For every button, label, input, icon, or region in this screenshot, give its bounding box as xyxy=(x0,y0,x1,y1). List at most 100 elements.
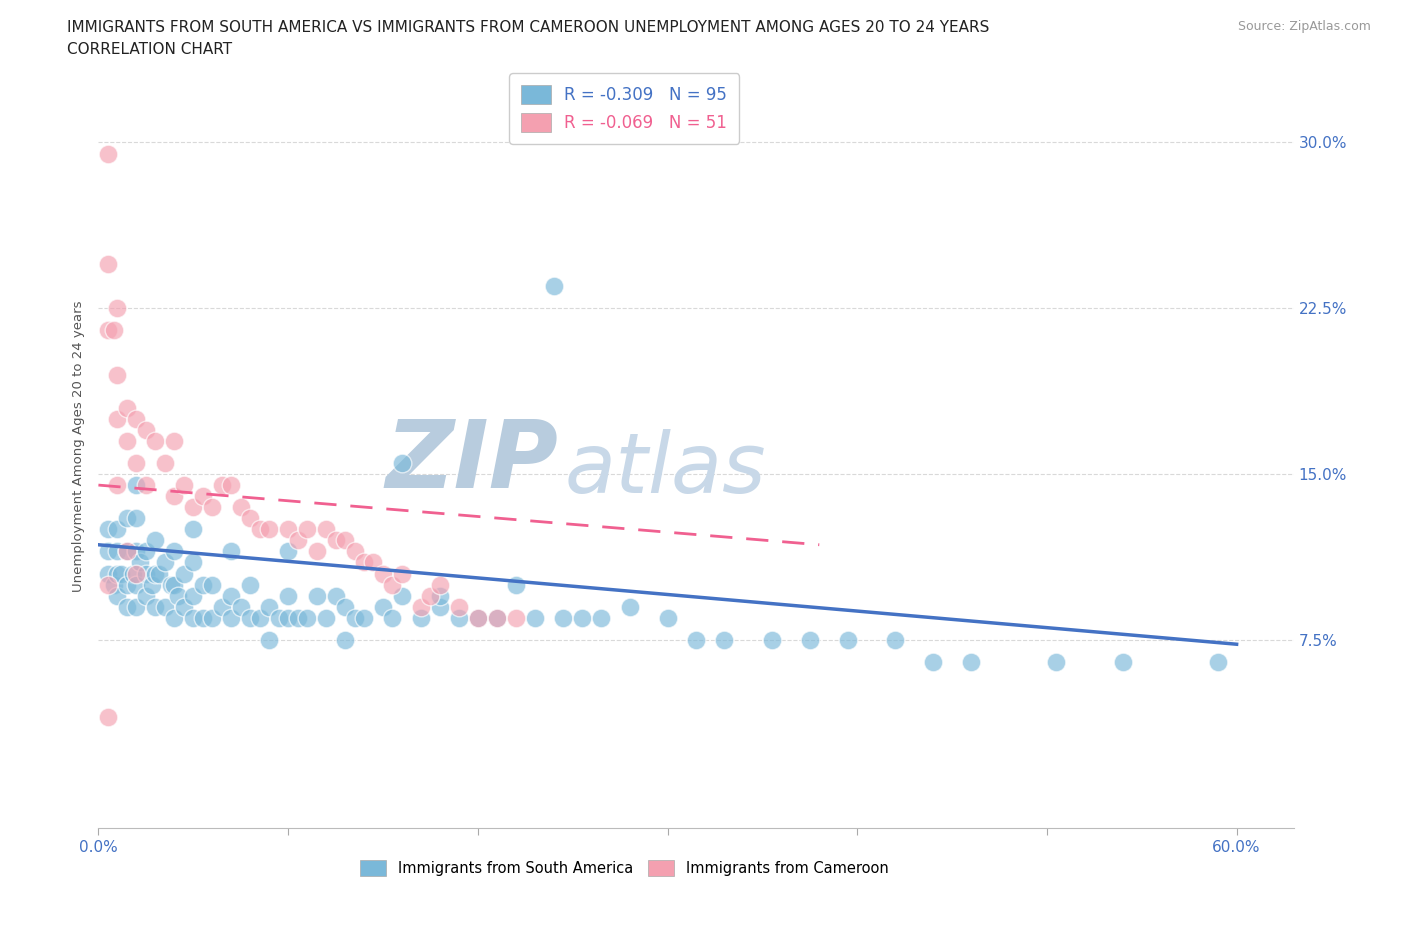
Point xyxy=(163,433,186,448)
Point xyxy=(295,522,318,537)
Point xyxy=(115,433,138,448)
Point xyxy=(173,478,195,493)
Point xyxy=(143,566,166,581)
Point xyxy=(287,610,309,625)
Point xyxy=(143,533,166,548)
Point xyxy=(163,578,186,592)
Point xyxy=(467,610,489,625)
Point xyxy=(211,478,233,493)
Point xyxy=(429,578,451,592)
Point xyxy=(960,655,983,670)
Point xyxy=(105,300,128,315)
Point xyxy=(657,610,679,625)
Point xyxy=(277,544,299,559)
Point xyxy=(799,632,821,647)
Point xyxy=(325,533,347,548)
Point xyxy=(143,599,166,614)
Point xyxy=(125,578,148,592)
Point xyxy=(135,544,157,559)
Point xyxy=(163,488,186,503)
Point xyxy=(143,433,166,448)
Point xyxy=(277,588,299,603)
Point xyxy=(97,544,120,559)
Point xyxy=(333,599,356,614)
Point xyxy=(159,578,181,592)
Point xyxy=(153,456,176,471)
Point xyxy=(125,599,148,614)
Point xyxy=(181,522,204,537)
Point xyxy=(105,544,128,559)
Point xyxy=(1206,655,1229,670)
Point xyxy=(181,610,204,625)
Point xyxy=(305,544,328,559)
Point xyxy=(353,555,375,570)
Point xyxy=(305,588,328,603)
Point xyxy=(543,279,565,294)
Point xyxy=(115,544,138,559)
Point xyxy=(129,555,152,570)
Point xyxy=(333,632,356,647)
Point xyxy=(97,522,120,537)
Point xyxy=(409,610,432,625)
Point xyxy=(761,632,783,647)
Point xyxy=(97,146,120,161)
Point xyxy=(115,400,138,415)
Point xyxy=(125,566,148,581)
Point xyxy=(201,499,224,514)
Point xyxy=(105,411,128,426)
Point xyxy=(181,588,204,603)
Point xyxy=(153,599,176,614)
Point xyxy=(239,511,262,525)
Point xyxy=(115,578,138,592)
Point xyxy=(485,610,508,625)
Point xyxy=(249,610,271,625)
Point xyxy=(163,610,186,625)
Point xyxy=(295,610,318,625)
Point xyxy=(167,588,190,603)
Text: atlas: atlas xyxy=(565,429,766,510)
Point xyxy=(201,610,224,625)
Point xyxy=(239,578,262,592)
Point xyxy=(191,610,214,625)
Point xyxy=(97,257,120,272)
Point xyxy=(257,522,280,537)
Point xyxy=(381,578,404,592)
Point xyxy=(429,599,451,614)
Point xyxy=(419,588,441,603)
Point xyxy=(105,566,128,581)
Point xyxy=(141,578,163,592)
Point xyxy=(163,544,186,559)
Point xyxy=(135,588,157,603)
Point xyxy=(277,522,299,537)
Point xyxy=(1112,655,1135,670)
Text: IMMIGRANTS FROM SOUTH AMERICA VS IMMIGRANTS FROM CAMEROON UNEMPLOYMENT AMONG AGE: IMMIGRANTS FROM SOUTH AMERICA VS IMMIGRA… xyxy=(67,20,990,35)
Point xyxy=(229,499,252,514)
Point xyxy=(429,588,451,603)
Point xyxy=(343,544,366,559)
Point xyxy=(505,578,527,592)
Point xyxy=(121,566,143,581)
Point xyxy=(249,522,271,537)
Point xyxy=(333,533,356,548)
Point xyxy=(267,610,290,625)
Point xyxy=(148,566,170,581)
Point xyxy=(211,599,233,614)
Text: ZIP: ZIP xyxy=(385,416,558,508)
Point xyxy=(391,588,413,603)
Point xyxy=(277,610,299,625)
Legend: Immigrants from South America, Immigrants from Cameroon: Immigrants from South America, Immigrant… xyxy=(352,851,897,885)
Point xyxy=(485,610,508,625)
Text: CORRELATION CHART: CORRELATION CHART xyxy=(67,42,232,57)
Point xyxy=(239,610,262,625)
Point xyxy=(115,599,138,614)
Point xyxy=(173,599,195,614)
Point xyxy=(191,578,214,592)
Point xyxy=(409,599,432,614)
Point xyxy=(135,478,157,493)
Point xyxy=(229,599,252,614)
Point xyxy=(219,610,242,625)
Point xyxy=(391,456,413,471)
Point xyxy=(591,610,613,625)
Point xyxy=(257,599,280,614)
Point xyxy=(181,555,204,570)
